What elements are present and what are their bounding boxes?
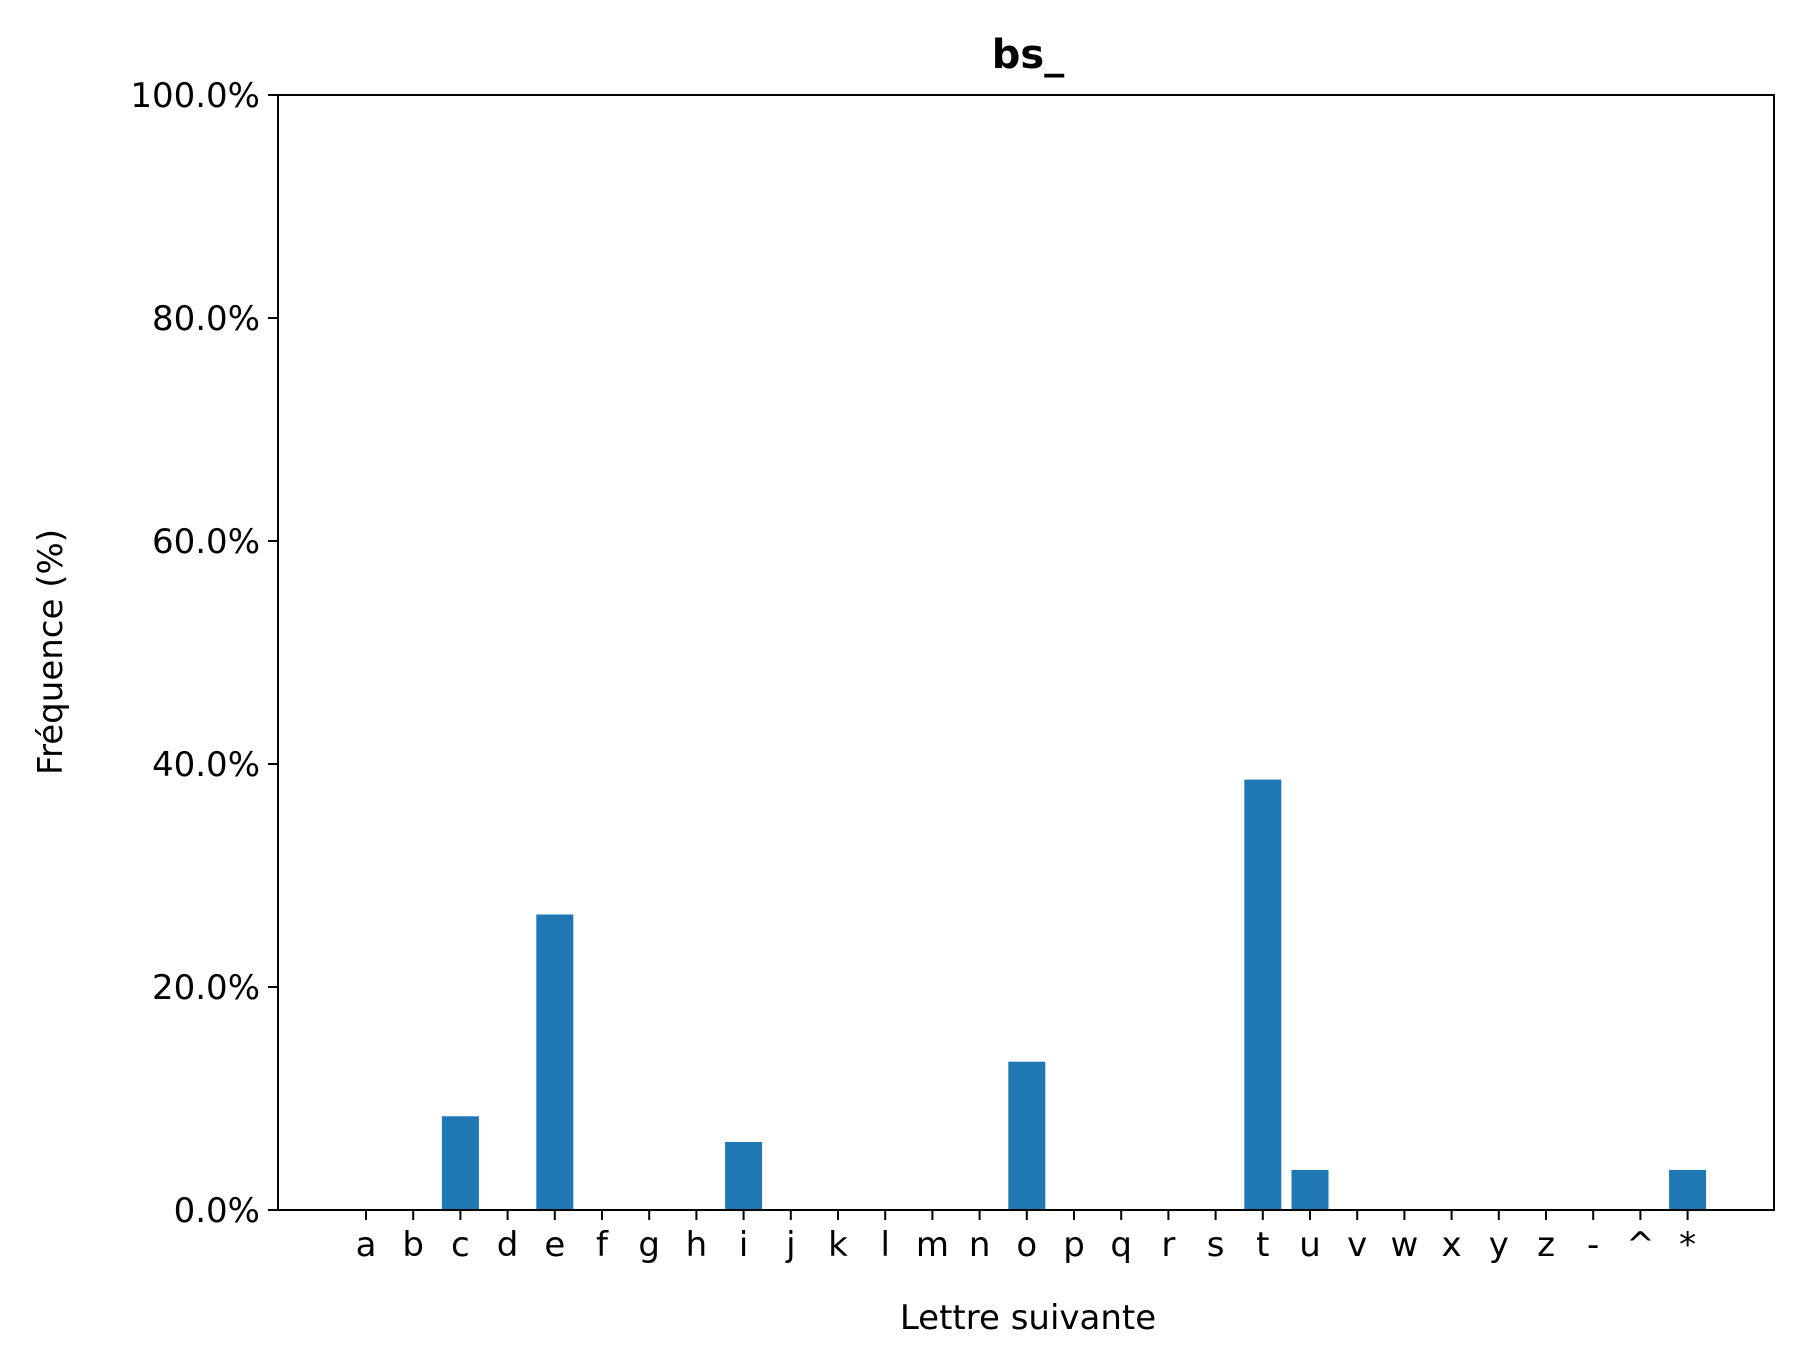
bar-2: [441, 1116, 479, 1210]
x-tick-label: ^: [1626, 1225, 1655, 1265]
x-tick-label: r: [1161, 1225, 1175, 1265]
bars-group: [441, 779, 1707, 1210]
bar-19: [1244, 779, 1282, 1210]
x-tick-label: p: [1063, 1225, 1085, 1265]
x-tick-label: -: [1587, 1225, 1599, 1265]
x-tick-label: l: [880, 1225, 889, 1265]
x-tick-label: n: [969, 1225, 991, 1265]
x-tick-label: g: [638, 1225, 660, 1265]
y-axis: 0.0% 20.0% 40.0% 60.0% 80.0% 100.0%: [130, 76, 278, 1231]
bar-14: [1008, 1061, 1046, 1210]
x-tick-label: j: [785, 1225, 795, 1265]
x-tick-label: t: [1256, 1225, 1269, 1265]
y-tick-label: 60.0%: [152, 522, 260, 562]
x-tick-label: d: [497, 1225, 519, 1265]
x-tick-label: v: [1347, 1225, 1367, 1265]
bar-20: [1291, 1169, 1329, 1210]
x-tick-label: s: [1207, 1225, 1225, 1265]
x-tick-label: *: [1679, 1225, 1696, 1265]
x-tick-label: m: [916, 1225, 949, 1265]
x-tick-label: k: [828, 1225, 848, 1265]
x-tick-label: e: [544, 1225, 565, 1265]
y-tick-label: 40.0%: [152, 745, 260, 785]
x-tick-label: w: [1390, 1225, 1418, 1265]
x-axis: a b c d e f g h i j k l m n o p q r s t u v w x y z - ^ *: [356, 1210, 1696, 1265]
x-tick-label: f: [596, 1225, 609, 1265]
x-tick-label: z: [1537, 1225, 1555, 1265]
y-axis-label: Fréquence (%): [31, 529, 71, 775]
y-tick-label: 80.0%: [152, 299, 260, 339]
x-tick-label: b: [402, 1225, 424, 1265]
chart-title: bs_: [992, 32, 1064, 78]
y-tick-label: 20.0%: [152, 968, 260, 1008]
y-tick-label: 100.0%: [130, 76, 260, 116]
x-axis-label: Lettre suivante: [900, 1298, 1156, 1338]
x-tick-label: a: [356, 1225, 377, 1265]
x-tick-label: c: [451, 1225, 470, 1265]
y-tick-label: 0.0%: [174, 1191, 260, 1231]
x-tick-label: x: [1442, 1225, 1462, 1265]
x-tick-label: h: [686, 1225, 708, 1265]
x-tick-label: u: [1299, 1225, 1321, 1265]
bar-8: [725, 1142, 763, 1210]
bar-4: [536, 914, 574, 1210]
x-tick-label: y: [1489, 1225, 1509, 1265]
x-tick-label: o: [1016, 1225, 1037, 1265]
x-tick-label: q: [1110, 1225, 1132, 1265]
x-tick-label: i: [739, 1225, 748, 1265]
bar-28: [1669, 1169, 1707, 1210]
